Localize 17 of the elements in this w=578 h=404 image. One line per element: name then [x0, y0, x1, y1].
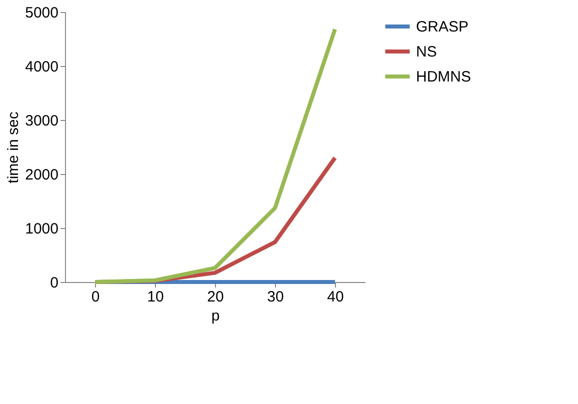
- x-tick-label: 20: [207, 288, 224, 306]
- x-tick-label: 0: [91, 288, 100, 306]
- x-tick-label: 10: [147, 288, 164, 306]
- y-tick-label: 2000: [25, 166, 58, 184]
- legend-label: NS: [416, 44, 437, 60]
- x-tick-label: 40: [327, 288, 344, 306]
- x-axis-title: p: [211, 308, 220, 324]
- y-tick-label: 0: [50, 274, 58, 292]
- y-tick-label: 4000: [25, 58, 58, 76]
- y-tick-label: 1000: [25, 220, 58, 238]
- y-tick-label: 3000: [25, 112, 58, 130]
- y-axis-title: time in sec: [5, 111, 22, 184]
- legend-label: GRASP: [416, 18, 469, 36]
- y-tick-label: 5000: [25, 4, 58, 22]
- legend-label: HDMNS: [416, 68, 471, 86]
- line-series: [93, 27, 337, 284]
- x-tick-label: 30: [267, 288, 284, 306]
